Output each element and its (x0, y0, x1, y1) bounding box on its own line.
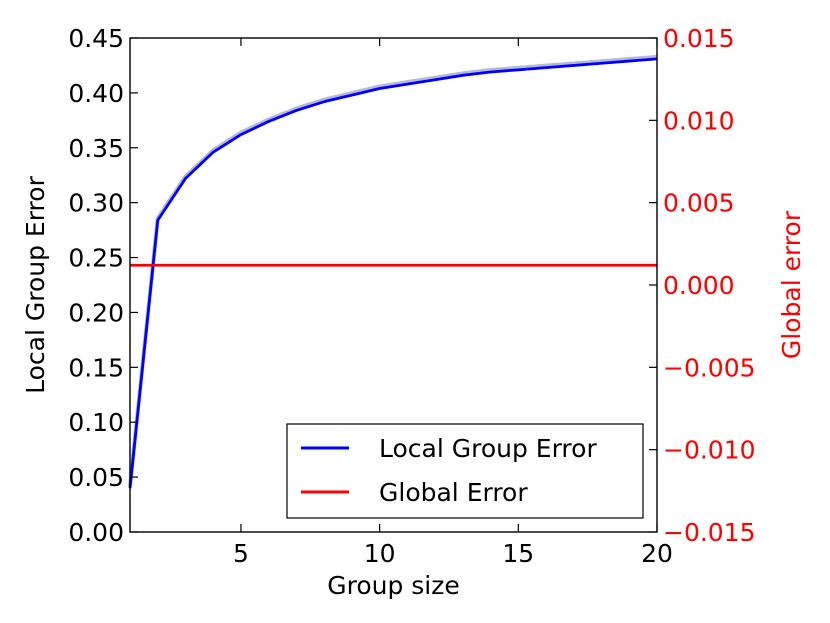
right-y-tick-label-5: 0.010 (663, 106, 735, 135)
x-tick-label-0: 5 (233, 539, 249, 568)
x-tick-label-3: 20 (641, 539, 673, 568)
right-y-tick-label-0: −0.015 (663, 518, 756, 547)
series-band-0 (128, 54, 658, 487)
right-y-tick-label-6: 0.015 (663, 24, 735, 53)
left-y-tick-label-6: 0.30 (68, 189, 124, 218)
right-y-tick-label-2: −0.005 (663, 353, 756, 382)
right-y-tick-label-4: 0.005 (663, 189, 735, 218)
legend-box (286, 423, 644, 519)
left-y-axis-title: Local Group Error (21, 175, 50, 393)
legend: Local Group Error Global Error (286, 423, 644, 519)
right-y-axis-title: Global error (777, 210, 806, 359)
left-y-tick-label-7: 0.35 (68, 134, 124, 163)
left-y-tick-label-4: 0.20 (68, 298, 124, 327)
right-y-tick-label-3: 0.000 (663, 271, 735, 300)
left-y-tick-label-8: 0.40 (68, 79, 124, 108)
series-line-0 (128, 57, 658, 489)
x-tick-label-1: 10 (364, 539, 396, 568)
left-y-tick-label-0: 0.00 (68, 518, 124, 547)
x-axis-title: Group size (327, 571, 460, 600)
x-tick-label-2: 15 (502, 539, 534, 568)
left-y-tick-label-2: 0.10 (68, 408, 124, 437)
left-y-tick-label-1: 0.05 (68, 463, 124, 492)
ticks-layer: 5 10 15 20 0.00 0.05 0.10 0.15 0.20 0.25 0.30 0.35 0… (68, 24, 755, 568)
legend-label-local-group-error: Local Group Error (379, 434, 597, 463)
series-layer (128, 54, 658, 489)
legend-label-global-error: Global Error (379, 478, 528, 507)
left-y-tick-label-9: 0.45 (68, 24, 124, 53)
right-y-tick-label-1: −0.010 (663, 436, 756, 465)
left-y-tick-label-3: 0.15 (68, 353, 124, 382)
left-y-tick-label-5: 0.25 (68, 244, 124, 273)
